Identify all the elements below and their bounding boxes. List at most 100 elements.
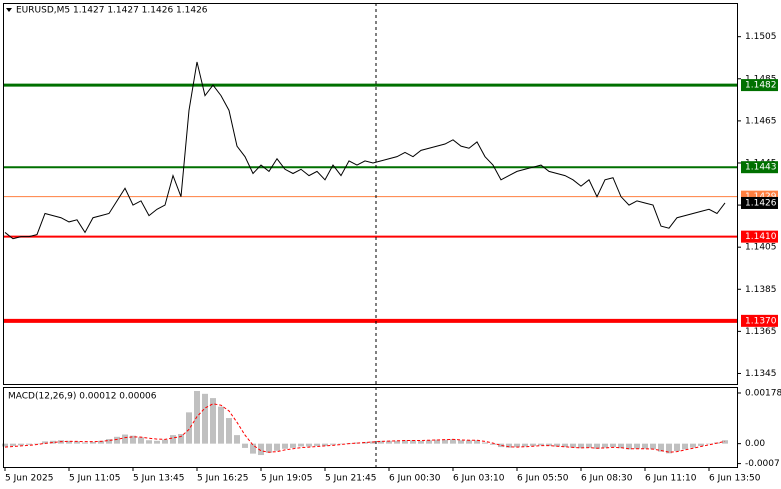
macd-bar xyxy=(314,443,320,446)
macd-bar xyxy=(642,443,648,449)
y-tick-label: -0.0007 xyxy=(745,459,780,469)
macd-bar xyxy=(434,439,440,444)
macd-bar xyxy=(130,435,136,444)
level-label-box xyxy=(741,314,778,327)
macd-bar xyxy=(426,440,432,444)
y-tick-label: 1.1465 xyxy=(745,116,777,126)
macd-bar xyxy=(450,439,456,444)
macd-bar xyxy=(2,443,8,447)
macd-bar xyxy=(458,440,464,444)
macd-bar xyxy=(10,443,16,446)
macd-bar xyxy=(74,441,80,444)
level-label-box xyxy=(741,230,778,243)
macd-bar xyxy=(538,443,544,446)
x-tick-label: 6 Jun 13:50 xyxy=(709,474,761,484)
macd-bar xyxy=(674,443,680,452)
x-tick-label: 6 Jun 00:30 xyxy=(389,474,441,484)
macd-bar xyxy=(522,443,528,447)
macd-bar xyxy=(418,440,424,444)
macd-bar xyxy=(154,440,160,444)
macd-bar xyxy=(482,442,488,444)
macd-bar xyxy=(578,443,584,449)
macd-bar xyxy=(106,439,112,444)
x-tick-label: 6 Jun 05:50 xyxy=(517,474,569,484)
macd-bar xyxy=(394,440,400,444)
macd-bar xyxy=(626,443,632,450)
macd-bar xyxy=(186,412,192,444)
chart-title: EURUSD,M5 1.1427 1.1427 1.1426 1.1426 xyxy=(16,6,208,16)
macd-bar xyxy=(474,440,480,444)
macd-bar xyxy=(322,443,328,446)
macd-bar xyxy=(506,443,512,448)
macd-bar xyxy=(650,443,656,450)
price-line xyxy=(4,61,726,240)
last-price-label: 1.1426 xyxy=(745,198,777,208)
macd-bar xyxy=(722,440,728,444)
macd-bar xyxy=(178,433,184,444)
last-price-box xyxy=(741,196,778,209)
macd-bar xyxy=(146,440,152,444)
x-tick-label: 5 Jun 16:25 xyxy=(197,474,248,484)
macd-bar xyxy=(562,443,568,448)
level-label-box xyxy=(741,161,778,174)
macd-bar xyxy=(698,443,704,446)
macd-bar xyxy=(258,443,264,456)
x-tick-label: 5 Jun 11:05 xyxy=(69,474,120,484)
y-tick-label: 1.1405 xyxy=(745,243,777,253)
y-tick-label: 1.1365 xyxy=(745,327,777,337)
level-label: 1.1482 xyxy=(745,81,777,91)
level-label: 1.1370 xyxy=(745,316,777,326)
macd-bar xyxy=(218,406,224,444)
macd-bar xyxy=(226,418,232,444)
signal-line xyxy=(4,403,726,453)
macd-bar xyxy=(570,443,576,448)
macd-bar xyxy=(514,443,520,448)
macd-title: MACD(12,26,9) 0.00012 0.00006 xyxy=(8,392,157,402)
macd-bar xyxy=(42,441,48,444)
macd-bar xyxy=(370,441,376,444)
macd-bar xyxy=(442,439,448,444)
x-tick-label: 5 Jun 13:45 xyxy=(133,474,184,484)
y-tick-label: 0.00178 xyxy=(745,388,781,398)
menu-arrow xyxy=(6,8,12,12)
x-tick-label: 5 Jun 2025 xyxy=(5,474,53,484)
macd-bar xyxy=(546,443,552,446)
x-tick-label: 6 Jun 11:10 xyxy=(645,474,697,484)
macd-bar xyxy=(402,440,408,444)
macd-bar xyxy=(610,443,616,448)
macd-bar xyxy=(98,440,104,444)
macd-bar xyxy=(634,443,640,449)
macd-bar xyxy=(530,443,536,446)
y-tick-label: 1.1345 xyxy=(745,369,777,379)
macd-bar xyxy=(82,442,88,444)
macd-bar xyxy=(298,443,304,447)
price-panel: 1.15051.14851.14651.14451.14251.14051.13… xyxy=(3,32,778,484)
x-tick-label: 5 Jun 21:45 xyxy=(325,474,376,484)
macd-bar xyxy=(690,443,696,448)
macd-bar xyxy=(386,440,392,444)
macd-bar xyxy=(266,443,272,453)
x-tick-label: 6 Jun 03:10 xyxy=(453,474,505,484)
macd-bar xyxy=(114,436,120,444)
macd-bar xyxy=(618,443,624,449)
macd-bar xyxy=(378,440,384,444)
macd-bar xyxy=(210,398,216,444)
macd-bar xyxy=(338,443,344,445)
level-label: 1.1410 xyxy=(745,232,777,242)
macd-bar xyxy=(250,443,256,454)
macd-bar xyxy=(170,435,176,444)
macd-bar xyxy=(554,443,560,447)
macd-bar xyxy=(282,443,288,449)
y-tick-label: 1.1505 xyxy=(745,32,777,42)
macd-bar xyxy=(122,434,128,444)
macd-bar xyxy=(594,443,600,449)
x-tick-label: 5 Jun 19:05 xyxy=(261,474,312,484)
x-tick-label: 6 Jun 08:30 xyxy=(581,474,633,484)
macd-bar xyxy=(90,441,96,444)
y-tick-label: 0.00 xyxy=(745,439,765,449)
macd-bar xyxy=(490,443,496,445)
macd-bar xyxy=(234,435,240,444)
macd-bar xyxy=(138,437,144,444)
macd-bar xyxy=(706,443,712,445)
